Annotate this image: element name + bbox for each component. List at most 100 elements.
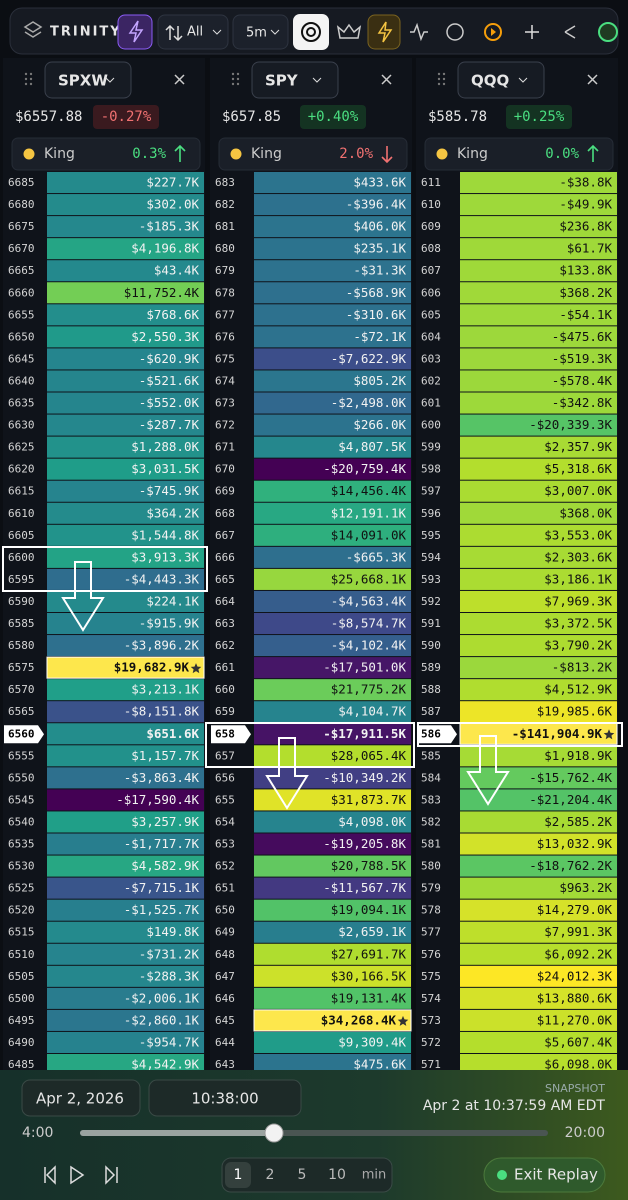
cell-value: $1,918.9K: [544, 748, 612, 763]
close-button[interactable]: [381, 74, 392, 85]
strike: 665: [215, 573, 235, 586]
strike: 590: [421, 639, 441, 652]
drag-handle[interactable]: [442, 77, 446, 81]
heat-cell: [254, 635, 411, 657]
target-icon: [301, 22, 321, 42]
target-button[interactable]: [293, 14, 329, 50]
cell-value: $4,196.8K: [131, 241, 199, 256]
drag-handle[interactable]: [231, 77, 235, 81]
strike: 577: [421, 926, 441, 939]
speed-option[interactable]: 10: [328, 1167, 346, 1183]
heat-cell: [460, 701, 617, 723]
drag-handle[interactable]: [24, 72, 28, 76]
cell-value: $28,065.4K: [331, 748, 407, 763]
exit-button[interactable]: [483, 1157, 606, 1193]
cell-value: $235.1K: [353, 241, 406, 256]
heat-cell: [460, 546, 617, 568]
heat-cell: [254, 172, 411, 194]
prev-button[interactable]: [44, 1165, 56, 1185]
symbol-select[interactable]: [251, 61, 339, 99]
heat-cell: [254, 414, 411, 436]
cell-value: -$185.3K: [139, 219, 200, 234]
cell-value: -$519.3K: [552, 351, 613, 366]
strike: 6540: [8, 815, 35, 828]
strike: 606: [421, 286, 441, 299]
heat-cell: [47, 326, 204, 348]
bolt-active-button[interactable]: [367, 14, 401, 50]
speed-option[interactable]: 2: [266, 1167, 275, 1183]
strike: 6515: [8, 926, 35, 939]
strike: 678: [215, 286, 235, 299]
strike: 599: [421, 441, 441, 454]
cell-value: $4,104.7K: [338, 704, 406, 719]
heat-cell: [254, 458, 411, 480]
strike: 588: [421, 683, 441, 696]
speed-option[interactable]: 5: [298, 1167, 307, 1183]
drag-handle[interactable]: [437, 72, 441, 76]
pulse-icon[interactable]: [410, 22, 428, 42]
palette-icon[interactable]: [446, 23, 464, 41]
heat-cell: [254, 613, 411, 635]
drag-handle[interactable]: [24, 77, 28, 81]
plus-icon[interactable]: [525, 25, 539, 39]
heat-cell: [254, 348, 411, 370]
heat-cell: [253, 1009, 412, 1032]
heat-cell: [47, 921, 204, 943]
cell-value: $475.6K: [353, 1057, 406, 1072]
replay-icon[interactable]: [484, 23, 502, 41]
strike: 610: [421, 198, 441, 211]
heat-cell: [47, 238, 204, 260]
down-arrow: [466, 735, 510, 806]
cell-value: -$15,762.4K: [529, 770, 612, 785]
date-field[interactable]: [21, 1079, 141, 1117]
bolt-button[interactable]: [117, 14, 153, 50]
filter-button[interactable]: [157, 14, 229, 50]
strike: 6640: [8, 374, 35, 387]
play-button[interactable]: [70, 1165, 85, 1185]
drag-handle[interactable]: [29, 82, 33, 86]
drag-handle[interactable]: [236, 77, 240, 81]
drag-handle[interactable]: [437, 77, 441, 81]
drag-handle[interactable]: [442, 82, 446, 86]
speed-option[interactable]: 1: [234, 1167, 243, 1183]
interval: 5m: [246, 26, 267, 41]
next-button[interactable]: [105, 1165, 118, 1185]
cell-value: $1,544.8K: [131, 527, 199, 542]
strike: 644: [215, 1036, 235, 1049]
crown-icon[interactable]: [336, 23, 362, 39]
cell-value: -$745.9K: [139, 483, 200, 498]
drag-handle[interactable]: [236, 72, 240, 76]
cell-value: -$3,896.2K: [124, 638, 200, 653]
drag-handle[interactable]: [442, 72, 446, 76]
drag-handle[interactable]: [24, 82, 28, 86]
symbol-select[interactable]: [457, 61, 545, 99]
strike: 6665: [8, 264, 35, 277]
share-icon[interactable]: [564, 25, 576, 39]
heat-cell: [47, 943, 204, 965]
heat-cell: [254, 811, 411, 833]
time-field[interactable]: [148, 1079, 302, 1117]
heat-cell: [254, 194, 411, 216]
heat-cell: [254, 921, 411, 943]
interval-button[interactable]: [232, 14, 289, 50]
heat-cell: [254, 502, 411, 524]
drag-handle[interactable]: [29, 77, 33, 81]
close-button[interactable]: [587, 74, 598, 85]
drag-handle[interactable]: [236, 82, 240, 86]
slider-knob[interactable]: [264, 1123, 284, 1143]
strike: 6685: [8, 176, 35, 189]
drag-handle[interactable]: [437, 82, 441, 86]
drag-handle[interactable]: [231, 82, 235, 86]
strike: 6645: [8, 352, 35, 365]
close-button[interactable]: [174, 74, 185, 85]
cell-value: $19,131.4K: [331, 990, 407, 1005]
replay-icon: [491, 28, 496, 36]
heat-cell: [47, 811, 204, 833]
strike: 660: [215, 683, 235, 696]
drag-handle[interactable]: [231, 72, 235, 76]
drag-handle[interactable]: [29, 72, 33, 76]
cell-value: -$552.0K: [139, 395, 200, 410]
heat-cell: [254, 745, 411, 767]
cell-value: $19,985.6K: [537, 704, 613, 719]
symbol-select[interactable]: [44, 61, 132, 99]
